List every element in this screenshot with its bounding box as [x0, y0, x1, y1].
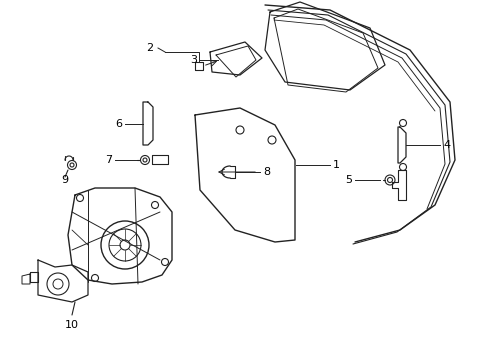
Text: 5: 5 [345, 175, 351, 185]
Text: 4: 4 [442, 140, 449, 150]
Text: 9: 9 [61, 175, 68, 185]
Text: 7: 7 [104, 155, 112, 165]
Text: 10: 10 [65, 320, 79, 330]
Text: 1: 1 [332, 160, 339, 170]
Text: 3: 3 [190, 55, 197, 65]
Text: 8: 8 [263, 167, 269, 177]
Text: 2: 2 [145, 43, 153, 53]
Text: 6: 6 [115, 119, 122, 129]
